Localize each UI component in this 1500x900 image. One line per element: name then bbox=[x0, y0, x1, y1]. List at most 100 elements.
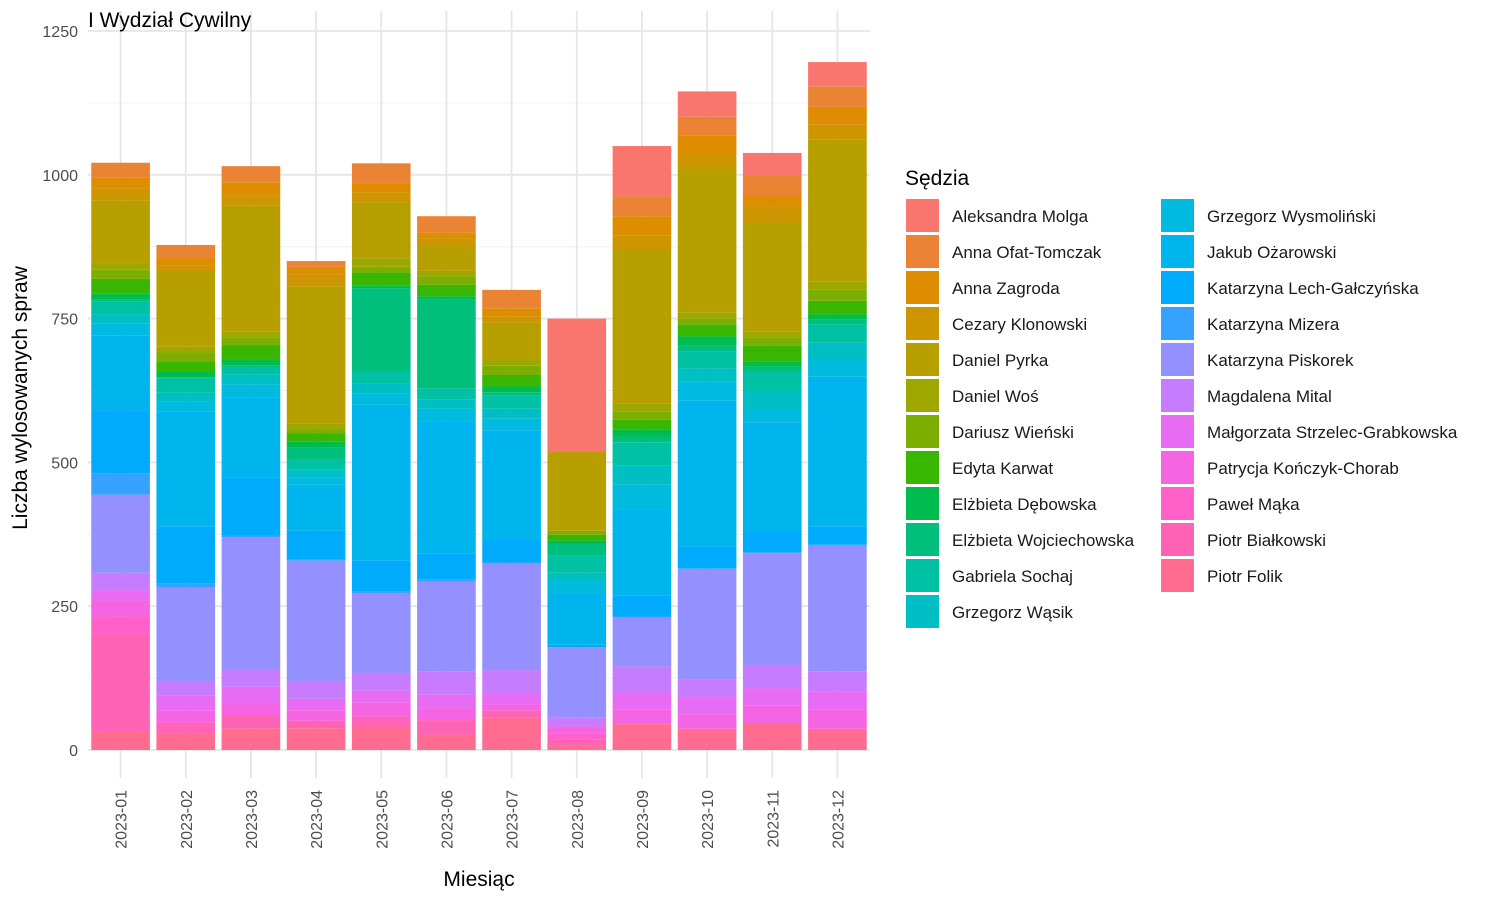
bar-segment bbox=[417, 734, 476, 750]
bar-segment bbox=[742, 345, 802, 362]
legend-item: Piotr Folik bbox=[1161, 559, 1283, 592]
bar-segment bbox=[417, 388, 476, 400]
y-axis-title: Liczba wylosowanych spraw bbox=[9, 265, 32, 530]
legend-swatch bbox=[1161, 307, 1194, 340]
bar-segment bbox=[91, 299, 150, 302]
x-tick-label: 2023-03 bbox=[244, 790, 261, 849]
x-tick-label: 2023-09 bbox=[635, 790, 652, 849]
bar-segment bbox=[286, 469, 346, 478]
x-axis-ticks: 2023-01 2023-02 2023-03 2023-04 2023-05 2023-… bbox=[114, 790, 848, 849]
bar-segment bbox=[742, 390, 802, 410]
bar-segment bbox=[808, 86, 867, 107]
bar-segment bbox=[742, 422, 802, 532]
bar-segment bbox=[808, 545, 867, 672]
bar-segment bbox=[351, 266, 411, 273]
x-axis-title: Miesiąc bbox=[443, 868, 514, 891]
bar-segment bbox=[91, 263, 150, 270]
bar-segment bbox=[156, 710, 216, 723]
bar-segment bbox=[286, 477, 346, 485]
bar-segment bbox=[417, 708, 476, 721]
bar-segment bbox=[351, 393, 411, 405]
bar-segment bbox=[612, 617, 672, 667]
legend-swatch bbox=[906, 199, 939, 232]
bar-segment bbox=[221, 715, 281, 729]
bar-segment bbox=[417, 232, 476, 239]
y-tick-label: 250 bbox=[51, 599, 78, 616]
legend-swatch bbox=[1161, 379, 1194, 412]
y-tick-label: 1000 bbox=[42, 168, 78, 185]
legend-item: Magdalena Mital bbox=[1161, 379, 1332, 412]
bar-segment bbox=[286, 429, 346, 434]
bar-segment bbox=[808, 526, 867, 545]
bar-segment bbox=[482, 563, 541, 671]
bar-segment bbox=[156, 411, 216, 527]
bar-segment bbox=[742, 553, 802, 666]
bar-segment bbox=[351, 726, 411, 750]
bar-segment bbox=[221, 331, 281, 338]
legend-label: Anna Ofat-Tomczak bbox=[952, 243, 1102, 262]
bar-segment bbox=[221, 537, 281, 670]
bar-segment bbox=[612, 216, 672, 236]
bar-segment bbox=[482, 710, 541, 718]
bar-segment bbox=[808, 671, 867, 692]
bar-segment bbox=[612, 429, 672, 437]
x-tick-label: 2023-02 bbox=[179, 790, 196, 849]
bar-segment bbox=[612, 509, 672, 596]
bar-segment bbox=[156, 378, 216, 393]
bar-segment bbox=[156, 587, 216, 681]
y-tick-label: 750 bbox=[51, 312, 78, 329]
bar-segment bbox=[677, 116, 737, 136]
y-tick-label: 1250 bbox=[42, 24, 78, 41]
bar-segment bbox=[547, 534, 607, 541]
bar-segment bbox=[91, 590, 150, 601]
bar-segment bbox=[677, 153, 737, 169]
y-tick-label: 0 bbox=[69, 743, 78, 760]
bar-segment bbox=[677, 91, 737, 117]
bar-segment bbox=[351, 591, 411, 593]
bar-segment bbox=[808, 106, 867, 125]
bar-segment bbox=[417, 671, 476, 695]
bar-segment bbox=[742, 331, 802, 338]
bar-segment bbox=[156, 377, 216, 379]
legend-swatch bbox=[1161, 523, 1194, 556]
bar-segment bbox=[221, 345, 281, 360]
bar-segment bbox=[742, 531, 802, 553]
bar-segment bbox=[808, 709, 867, 729]
legend-item: Anna Zagroda bbox=[906, 271, 1060, 304]
bar-segment bbox=[482, 704, 541, 711]
bar-segment bbox=[221, 535, 281, 538]
bar-segment bbox=[221, 397, 281, 478]
x-tick-label: 2023-07 bbox=[505, 790, 522, 849]
bar-segment bbox=[91, 600, 150, 617]
bar-segment bbox=[91, 473, 150, 495]
bar-segment bbox=[91, 293, 150, 300]
bar-segment bbox=[808, 289, 867, 301]
bar-segment bbox=[221, 182, 281, 197]
bar-segment bbox=[612, 692, 672, 710]
bar-segment bbox=[351, 716, 411, 727]
legend-swatch bbox=[906, 415, 939, 448]
bar-segment bbox=[742, 688, 802, 706]
bar-segment bbox=[91, 572, 150, 591]
bar-segment bbox=[91, 323, 150, 336]
bar-segment bbox=[547, 581, 607, 593]
legend-swatch bbox=[906, 451, 939, 484]
bar-segment bbox=[156, 371, 216, 378]
legend-item: Katarzyna Piskorek bbox=[1161, 343, 1354, 376]
legend-item: Cezary Klonowski bbox=[906, 307, 1087, 340]
bar-segment bbox=[286, 720, 346, 729]
bar-segment bbox=[351, 202, 411, 259]
bar-segment bbox=[221, 374, 281, 385]
bar-segment bbox=[547, 318, 607, 453]
bar-segment bbox=[482, 395, 541, 409]
bar-segment bbox=[221, 367, 281, 375]
legend-label: Edyta Karwat bbox=[952, 459, 1053, 478]
bar-segment bbox=[91, 494, 150, 573]
legend-item: Katarzyna Mizera bbox=[1161, 307, 1340, 340]
bar-segment bbox=[286, 560, 346, 682]
legend-item: Dariusz Wieński bbox=[906, 415, 1074, 448]
bar-segment bbox=[742, 552, 802, 554]
bar-segment bbox=[742, 337, 802, 346]
bar-segment bbox=[286, 559, 346, 561]
bar-segment bbox=[742, 366, 802, 372]
